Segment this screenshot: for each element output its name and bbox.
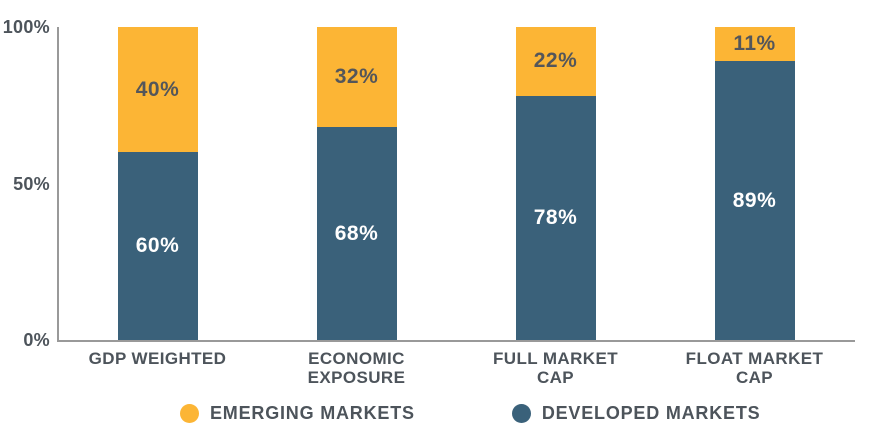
segment-value-label: 32% — [334, 65, 379, 89]
legend-swatch-icon — [511, 404, 531, 423]
segment-value-label: 60% — [135, 234, 180, 258]
category-label: GDP WEIGHTED — [88, 349, 227, 368]
bar-segment-developed-markets: 78% — [515, 95, 596, 340]
legend-label: EMERGING MARKETS — [210, 403, 415, 423]
bar-segment-emerging-markets: 40% — [117, 27, 198, 153]
bar-2: 32% 68% — [316, 27, 397, 340]
category-label: FLOAT MARKET CAP — [685, 349, 824, 387]
y-axis-line — [57, 27, 59, 341]
y-tick-label: 0% — [23, 330, 50, 350]
legend-label: DEVELOPED MARKETS — [541, 403, 761, 423]
segment-value-label: 11% — [733, 32, 776, 56]
segment-value-label: 89% — [732, 188, 777, 212]
y-tick-label: 50% — [13, 173, 50, 194]
chart-legend: EMERGING MARKETS DEVELOPED MARKETS — [180, 403, 760, 424]
segment-value-label: 78% — [533, 205, 578, 229]
bar-segment-developed-markets: 89% — [714, 61, 795, 340]
bar-3: 22% 78% — [515, 27, 596, 340]
bar-segment-developed-markets: 68% — [316, 127, 397, 340]
legend-item-emerging-markets: EMERGING MARKETS — [180, 403, 415, 424]
bar-1: 40% 60% — [117, 27, 198, 340]
legend-swatch-icon — [180, 404, 199, 423]
bar-segment-emerging-markets: 11% — [714, 27, 795, 62]
legend-item-developed-markets: DEVELOPED MARKETS — [511, 403, 761, 424]
bar-4: 11% 89% — [714, 27, 795, 340]
category-label: ECONOMIC EXPOSURE — [307, 349, 406, 387]
category-label: FULL MARKET CAP — [493, 349, 618, 387]
y-tick-label: 100% — [2, 17, 50, 37]
bar-segment-developed-markets: 60% — [117, 152, 198, 340]
segment-value-label: 68% — [334, 221, 379, 245]
bar-segment-emerging-markets: 32% — [316, 27, 397, 128]
segment-value-label: 22% — [533, 49, 578, 73]
bar-segment-emerging-markets: 22% — [515, 27, 596, 96]
x-axis-line — [57, 340, 855, 342]
segment-value-label: 40% — [135, 77, 180, 101]
